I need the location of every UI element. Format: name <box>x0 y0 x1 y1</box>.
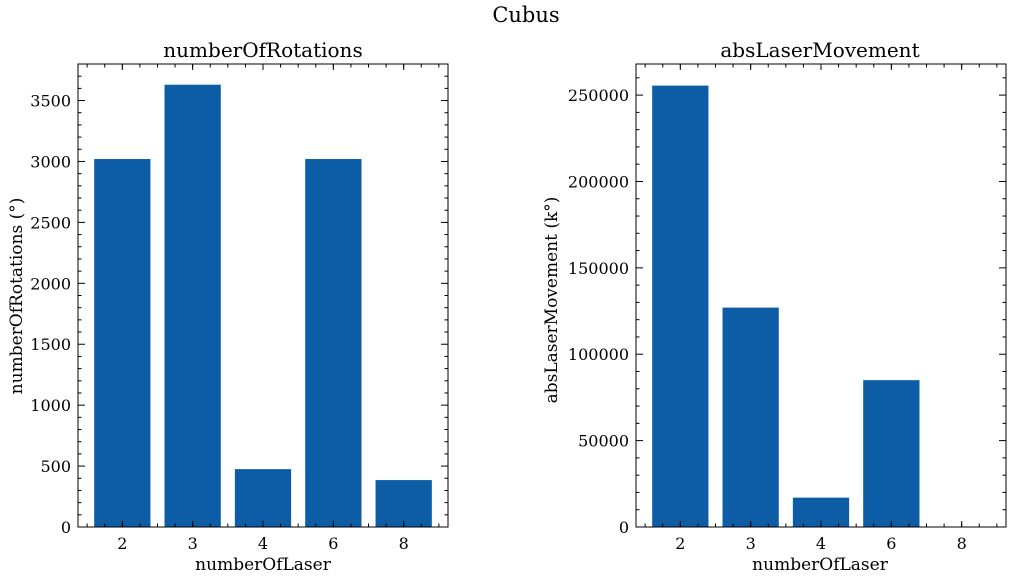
x-tick-label: 6 <box>886 534 896 553</box>
bar-4 <box>234 469 292 527</box>
bar-3 <box>164 84 221 527</box>
x-tick-label: 3 <box>746 534 756 553</box>
x-axis-label: numberOfLaser <box>195 555 332 575</box>
x-tick-label: 3 <box>188 534 198 553</box>
y-tick-label: 500 <box>40 457 71 476</box>
y-tick-label: 250000 <box>568 86 629 105</box>
y-tick-label: 100000 <box>568 345 629 364</box>
x-tick-label: 4 <box>258 534 268 553</box>
y-tick-label: 2500 <box>30 213 71 232</box>
plot-number-of-rotations: numberOfRotations numberOfRotations (°) … <box>7 38 449 575</box>
plot-title: numberOfRotations <box>163 38 362 62</box>
y-tick-label: 3500 <box>30 92 71 111</box>
x-tick-label: 8 <box>399 534 409 553</box>
y-axis-label: numberOfRotations (°) <box>7 198 27 395</box>
figure-suptitle: Cubus <box>492 3 559 27</box>
bar-2 <box>652 85 709 527</box>
x-tick-label: 2 <box>675 534 685 553</box>
y-tick-label: 1500 <box>30 335 71 354</box>
x-axis-label: numberOfLaser <box>752 555 889 575</box>
y-tick-label: 50000 <box>578 432 629 451</box>
y-axis-label: absLaserMovement (k°) <box>542 197 562 404</box>
x-tick-label: 8 <box>957 534 967 553</box>
y-tick-label: 200000 <box>568 172 629 191</box>
plot-title: absLaserMovement <box>720 38 919 62</box>
bar-6 <box>305 159 362 527</box>
bar-2 <box>94 159 151 527</box>
x-tick-label: 4 <box>816 534 826 553</box>
bar-3 <box>722 307 779 527</box>
y-tick-label: 0 <box>61 518 71 537</box>
y-tick-label: 1000 <box>30 396 71 415</box>
plot-abs-laser-movement: absLaserMovement absLaserMovement (k°) n… <box>542 38 1007 575</box>
bar-8 <box>375 480 432 527</box>
x-tick-label: 6 <box>328 534 338 553</box>
y-tick-label: 0 <box>619 518 629 537</box>
x-tick-label: 2 <box>117 534 127 553</box>
y-tick-label: 3000 <box>30 152 71 171</box>
bar-6 <box>863 380 920 527</box>
y-tick-label: 2000 <box>30 274 71 293</box>
y-tick-label: 150000 <box>568 259 629 278</box>
